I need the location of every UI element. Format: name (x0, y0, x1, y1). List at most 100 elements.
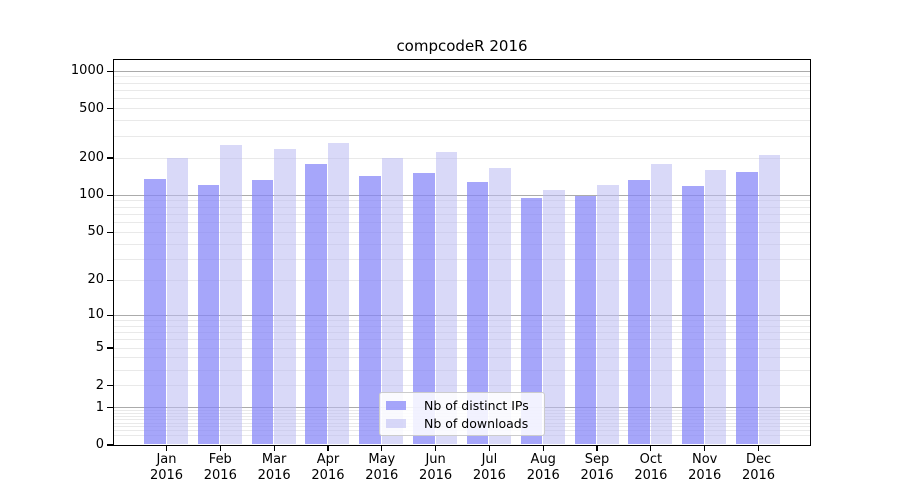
gridline-minor (114, 90, 810, 91)
gridline-minor (114, 319, 810, 321)
x-tick-label: Jul 2016 (472, 452, 506, 483)
y-tick-mark (107, 157, 114, 159)
bar-downloads (327, 143, 350, 445)
y-tick-label: 100 (79, 187, 104, 203)
y-tick-label: 200 (79, 150, 104, 166)
x-tick-mark (219, 446, 221, 451)
x-tick-mark (273, 446, 275, 451)
bar-distinct-ips (682, 185, 704, 445)
bar-downloads (381, 158, 404, 445)
gridline-minor (114, 357, 810, 359)
y-tick-label: 10 (87, 307, 104, 323)
gridline-minor (114, 76, 810, 78)
bar-distinct-ips (197, 184, 220, 445)
bar-distinct-ips (413, 173, 435, 445)
y-tick-mark (107, 406, 114, 409)
y-tick-mark (107, 384, 114, 387)
bar-downloads (220, 144, 242, 445)
x-tick-label: Dec 2016 (741, 452, 776, 483)
x-tick-label: Feb 2016 (203, 452, 237, 483)
x-tick-mark (596, 446, 598, 451)
gridline-minor (114, 369, 810, 371)
gridline-minor (114, 98, 810, 100)
y-tick-label: 5 (95, 340, 104, 356)
y-tick-label: 1000 (70, 63, 104, 79)
gridline-minor (114, 243, 810, 245)
y-tick-label: 20 (87, 272, 104, 288)
x-tick-mark (327, 446, 329, 451)
y-tick-mark (107, 70, 114, 72)
bar-downloads (650, 163, 673, 445)
chart-title: compcodeR 2016 (396, 37, 528, 55)
gridline-major (114, 314, 810, 316)
gridline-minor (114, 279, 810, 281)
bar-distinct-ips (574, 196, 597, 445)
y-tick-label: 500 (79, 100, 104, 116)
x-tick-label: Nov 2016 (688, 452, 722, 483)
x-tick-label: Mar 2016 (257, 452, 291, 483)
legend: Nb of distinct IPs Nb of downloads (379, 392, 545, 436)
x-tick-mark (488, 446, 490, 451)
y-tick-mark (107, 194, 114, 196)
gridline-major (114, 70, 810, 72)
gridline-minor (114, 347, 810, 349)
x-tick-mark (381, 446, 383, 451)
gridline-minor (114, 231, 810, 233)
x-tick-label: Jan 2016 (149, 452, 184, 483)
x-tick-mark (650, 446, 652, 451)
x-tick-mark (757, 446, 760, 451)
bar-distinct-ips (305, 163, 327, 445)
bar-distinct-ips (520, 197, 543, 445)
legend-label-downloads: Nb of downloads (424, 415, 529, 431)
gridline-minor (114, 339, 810, 341)
bar-downloads (704, 170, 727, 445)
y-tick-mark (107, 279, 114, 281)
legend-item-distinct-ips: Nb of distinct IPs (386, 397, 538, 414)
legend-swatch-downloads (386, 418, 406, 428)
y-tick-mark (107, 108, 114, 110)
bar-downloads (543, 189, 565, 445)
y-tick-mark (107, 444, 114, 446)
x-tick-label: Aug 2016 (526, 452, 560, 483)
bar-distinct-ips (359, 176, 381, 445)
y-tick-label: 50 (87, 224, 104, 240)
bar-distinct-ips (251, 180, 274, 445)
gridline-minor (114, 332, 810, 333)
bar-distinct-ips (628, 179, 650, 445)
bar-distinct-ips (144, 178, 166, 445)
x-tick-mark (542, 446, 544, 451)
bar-downloads (597, 185, 619, 445)
gridline-minor (114, 120, 810, 122)
y-tick-label: 2 (95, 377, 104, 393)
bar-distinct-ips (466, 182, 489, 445)
gridline-minor (114, 82, 810, 84)
plot-area (113, 58, 811, 446)
y-tick-mark (107, 231, 114, 233)
bar-downloads (166, 158, 188, 445)
gridline-major (114, 194, 810, 196)
y-tick-mark (107, 347, 114, 349)
bar-downloads (758, 154, 781, 445)
bar-downloads (489, 167, 511, 445)
gridline-minor (114, 157, 810, 159)
gridline-minor (114, 135, 810, 137)
x-tick-label: Jun 2016 (419, 452, 453, 483)
legend-item-downloads: Nb of downloads (386, 415, 538, 432)
bar-downloads (435, 152, 458, 445)
x-tick-mark (704, 446, 706, 451)
x-tick-mark (435, 446, 437, 451)
legend-label-distinct-ips: Nb of distinct IPs (424, 398, 529, 414)
bar-distinct-ips (736, 171, 758, 445)
gridline-minor (114, 385, 810, 387)
gridline-minor (114, 200, 810, 202)
x-tick-label: Oct 2016 (634, 452, 668, 483)
y-tick-mark (107, 314, 114, 316)
legend-swatch-distinct-ips (386, 401, 406, 411)
bar-downloads (274, 148, 296, 445)
y-tick-label: 1 (95, 399, 104, 415)
gridline-minor (114, 213, 810, 215)
x-tick-label: May 2016 (365, 452, 399, 483)
x-tick-mark (165, 446, 168, 451)
x-tick-label: Sep 2016 (580, 452, 614, 483)
